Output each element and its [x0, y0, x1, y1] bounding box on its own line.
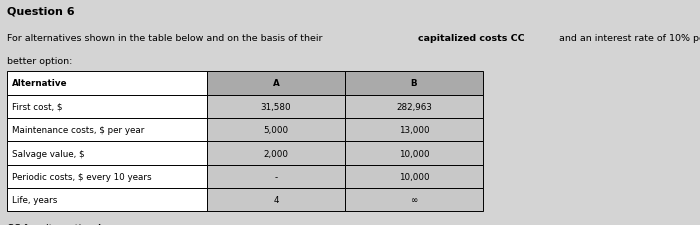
Bar — [7, 165, 207, 188]
Bar — [7, 119, 207, 142]
Text: 282,963: 282,963 — [396, 102, 432, 111]
Text: Alternative: Alternative — [12, 79, 67, 88]
Bar — [7, 188, 207, 212]
Bar — [345, 165, 483, 188]
Text: 10,000: 10,000 — [399, 172, 429, 181]
Text: -: - — [274, 172, 277, 181]
Bar — [207, 142, 345, 165]
Text: For alternatives shown in the table below and on the basis of their: For alternatives shown in the table belo… — [7, 34, 326, 43]
Bar — [207, 165, 345, 188]
Bar — [7, 142, 207, 165]
Text: 13,000: 13,000 — [399, 126, 429, 135]
Bar — [7, 72, 207, 95]
Text: Question 6: Question 6 — [7, 7, 75, 17]
Text: Life, years: Life, years — [12, 195, 57, 204]
Bar — [7, 95, 207, 119]
Bar — [345, 72, 483, 95]
Bar — [345, 188, 483, 212]
Bar — [207, 72, 345, 95]
Text: and an interest rate of 10% per year. Answer the follo: and an interest rate of 10% per year. An… — [556, 34, 700, 43]
Text: capitalized costs CC: capitalized costs CC — [418, 34, 524, 43]
Text: Salvage value, $: Salvage value, $ — [12, 149, 85, 158]
Text: 2,000: 2,000 — [263, 149, 288, 158]
Bar — [345, 95, 483, 119]
Bar — [207, 119, 345, 142]
Text: First cost, $: First cost, $ — [12, 102, 62, 111]
Bar — [345, 119, 483, 142]
Text: 5,000: 5,000 — [263, 126, 288, 135]
Text: B: B — [411, 79, 417, 88]
Text: A: A — [272, 79, 279, 88]
Text: ∞: ∞ — [410, 195, 418, 204]
Text: Maintenance costs, $ per year: Maintenance costs, $ per year — [12, 126, 144, 135]
Text: 31,580: 31,580 — [260, 102, 291, 111]
Text: Periodic costs, $ every 10 years: Periodic costs, $ every 10 years — [12, 172, 151, 181]
Text: better option:: better option: — [7, 56, 72, 65]
Bar — [345, 142, 483, 165]
Bar — [207, 188, 345, 212]
Text: 10,000: 10,000 — [399, 149, 429, 158]
Bar — [207, 95, 345, 119]
Text: 4: 4 — [273, 195, 279, 204]
Text: CC for alternative A =: CC for alternative A = — [7, 223, 114, 225]
